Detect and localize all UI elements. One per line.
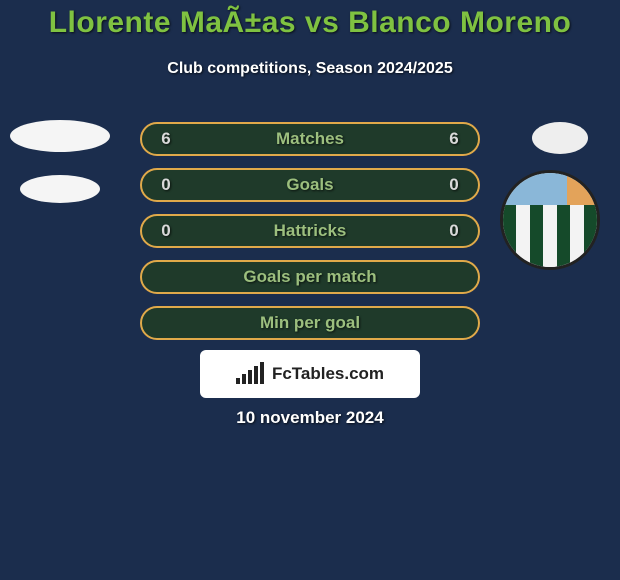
player-left-badge-2 — [20, 175, 100, 203]
stat-left-value: 6 — [156, 129, 176, 149]
footer-date: 10 november 2024 — [0, 408, 620, 428]
club-badge-stripes — [503, 205, 597, 267]
stat-row-goals-per-match: Goals per match — [140, 260, 480, 294]
player-left-badge-1 — [10, 120, 110, 152]
club-badge-right — [500, 170, 600, 270]
bar-chart-icon — [236, 364, 264, 384]
stat-label: Goals — [176, 175, 444, 195]
comparison-canvas: Llorente MaÃ±as vs Blanco Moreno Club co… — [0, 0, 620, 580]
page-title: Llorente MaÃ±as vs Blanco Moreno — [0, 6, 620, 40]
stat-right-value: 0 — [444, 175, 464, 195]
stat-row-goals: 0 Goals 0 — [140, 168, 480, 202]
stat-row-matches: 6 Matches 6 — [140, 122, 480, 156]
club-badge-top — [503, 173, 597, 205]
brand-box: FcTables.com — [200, 350, 420, 398]
stat-right-value: 6 — [444, 129, 464, 149]
stat-right-value: 0 — [444, 221, 464, 241]
page-subtitle: Club competitions, Season 2024/2025 — [0, 60, 620, 78]
stat-row-hattricks: 0 Hattricks 0 — [140, 214, 480, 248]
stat-left-value: 0 — [156, 175, 176, 195]
stat-label: Matches — [176, 129, 444, 149]
stat-left-value: 0 — [156, 221, 176, 241]
stat-label: Min per goal — [176, 313, 444, 333]
stat-row-min-per-goal: Min per goal — [140, 306, 480, 340]
stat-label: Goals per match — [176, 267, 444, 287]
player-right-badge-1 — [532, 122, 588, 154]
stat-label: Hattricks — [176, 221, 444, 241]
brand-text: FcTables.com — [272, 364, 384, 384]
